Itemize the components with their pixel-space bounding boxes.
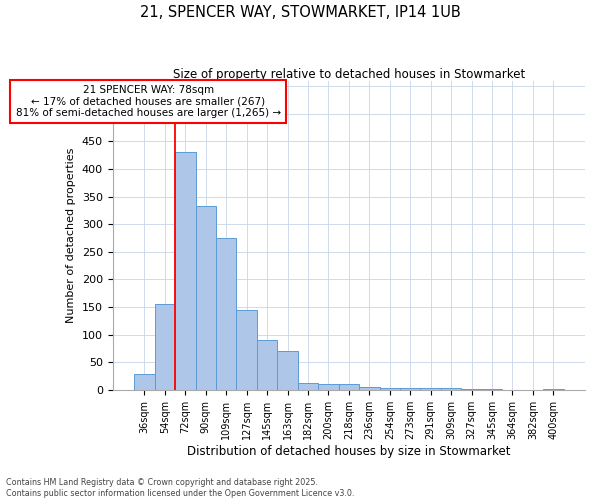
Bar (400, 388, 421, 390)
Bar (421, 388, 441, 390)
Bar (134, 374, 155, 390)
X-axis label: Distribution of detached houses by size in Stowmarket: Distribution of detached houses by size … (187, 444, 511, 458)
Bar (155, 304, 175, 390)
Bar (196, 206, 216, 390)
Bar (318, 384, 338, 390)
Bar (175, 152, 196, 390)
Y-axis label: Number of detached properties: Number of detached properties (67, 148, 76, 323)
Text: 21 SPENCER WAY: 78sqm
← 17% of detached houses are smaller (267)
81% of semi-det: 21 SPENCER WAY: 78sqm ← 17% of detached … (16, 85, 281, 118)
Bar (543, 388, 563, 390)
Bar (277, 351, 298, 390)
Text: Contains HM Land Registry data © Crown copyright and database right 2025.
Contai: Contains HM Land Registry data © Crown c… (6, 478, 355, 498)
Title: Size of property relative to detached houses in Stowmarket: Size of property relative to detached ho… (173, 68, 525, 80)
Bar (257, 340, 277, 390)
Bar (359, 387, 380, 390)
Bar (298, 383, 318, 390)
Bar (216, 238, 236, 390)
Text: 21, SPENCER WAY, STOWMARKET, IP14 1UB: 21, SPENCER WAY, STOWMARKET, IP14 1UB (140, 5, 460, 20)
Bar (236, 310, 257, 390)
Bar (380, 388, 400, 390)
Bar (461, 388, 482, 390)
Bar (338, 384, 359, 390)
Bar (441, 388, 461, 390)
